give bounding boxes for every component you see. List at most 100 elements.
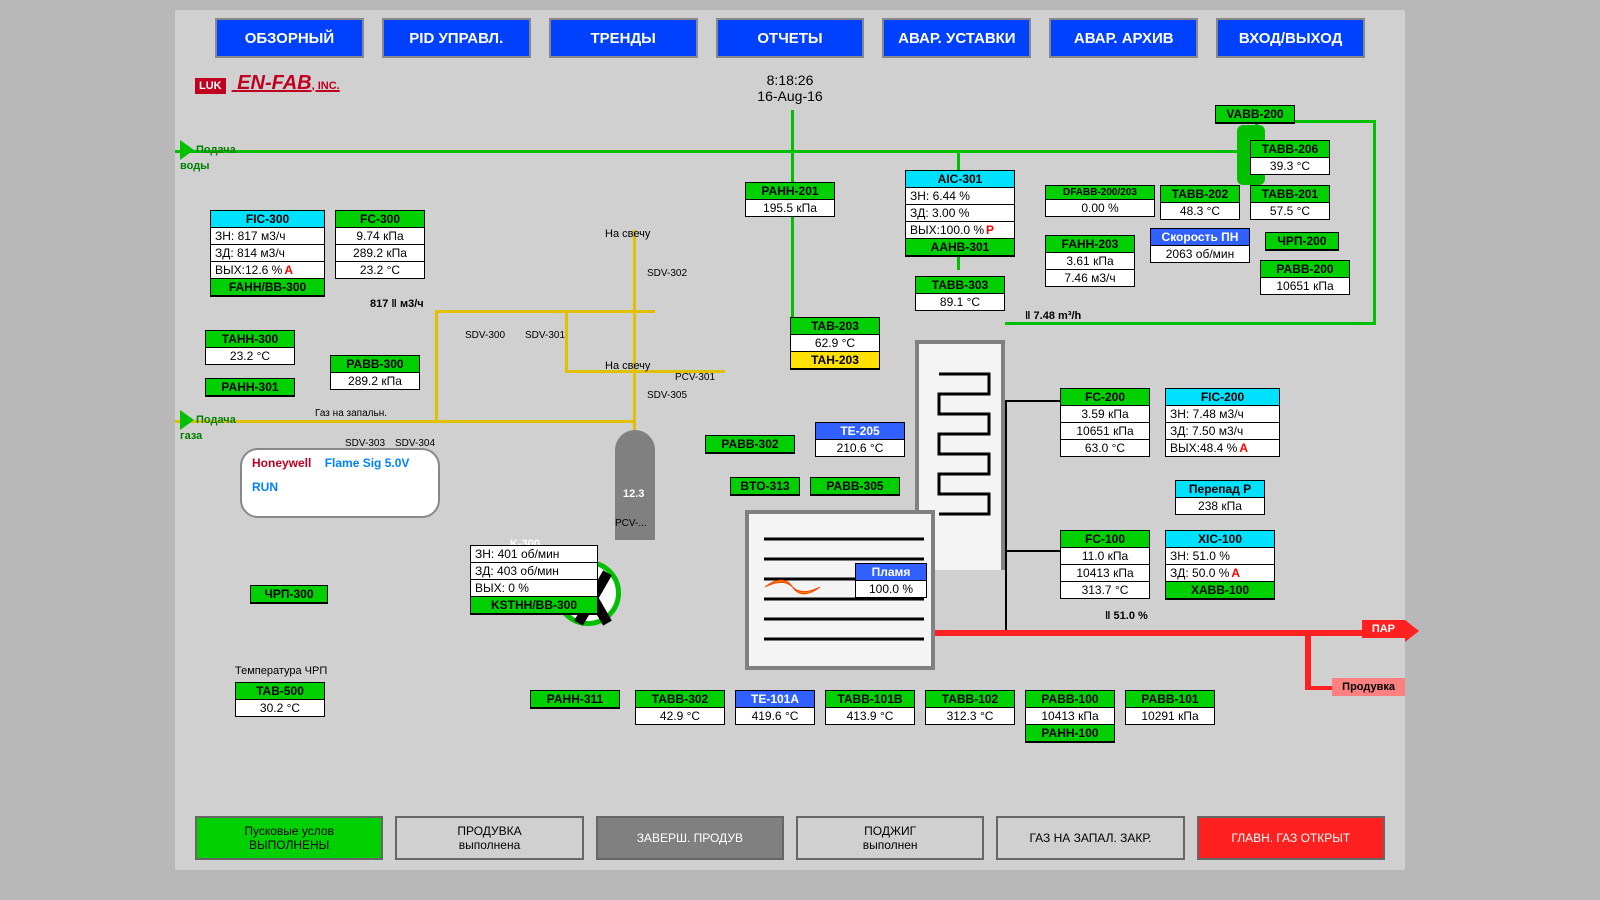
- flow-748: ‖ 7.48 m³/h: [1025, 310, 1081, 322]
- tag-tabb201[interactable]: TABB-201 57.5 °C: [1250, 185, 1330, 220]
- status-purge[interactable]: ПРОДУВКА выполнена: [395, 816, 583, 860]
- tag-header: TAB-203: [791, 318, 879, 335]
- tag-pabb305[interactable]: PABB-305: [810, 477, 900, 496]
- tag-pabb101[interactable]: PABB-101 10291 кПа: [1125, 690, 1215, 725]
- tag-header: PAHH-311: [531, 691, 619, 708]
- tag-dfabb[interactable]: DFABB-200/203 0.00 %: [1045, 185, 1155, 217]
- tag-row: 30.2 °C: [236, 700, 324, 716]
- tag-pahh311[interactable]: PAHH-311: [530, 690, 620, 709]
- tag-row: 57.5 °C: [1251, 203, 1329, 219]
- tag-te101a[interactable]: TE-101A 419.6 °C: [735, 690, 815, 725]
- tag-te205[interactable]: TE-205 210.6 °C: [815, 422, 905, 457]
- status-bar: Пусковые услов ВЫПОЛНЕНЫ ПРОДУВКА выполн…: [195, 816, 1385, 860]
- tag-pahh301[interactable]: PAHH-301: [205, 378, 295, 397]
- tag-pabb200[interactable]: PABB-200 10651 кПа: [1260, 260, 1350, 295]
- status-start-cond[interactable]: Пусковые услов ВЫПОЛНЕНЫ: [195, 816, 383, 860]
- pipe-water-top: [175, 150, 1255, 153]
- label-sdv305: SDV-305: [647, 390, 687, 401]
- label-sdv301: SDV-301: [525, 330, 565, 341]
- tag-tab500[interactable]: TAB-500 30.2 °C: [235, 682, 325, 717]
- tag-tabb102[interactable]: TABB-102 312.3 °C: [925, 690, 1015, 725]
- status-purge-done[interactable]: ЗАВЕРШ. ПРОДУВ: [596, 816, 784, 860]
- pcv-value: 12.3: [623, 488, 644, 500]
- tag-tabb303[interactable]: TABB-303 89.1 °C: [915, 276, 1005, 311]
- tag-xic100[interactable]: XIC-100 ЗН: 51.0 % ЗД: 50.0 %A XABB-100: [1165, 530, 1275, 600]
- tag-dp[interactable]: Перепад P 238 кПа: [1175, 480, 1265, 515]
- tag-row: 11.0 кПа: [1061, 548, 1149, 565]
- tag-vabb200[interactable]: VABB-200: [1215, 105, 1295, 124]
- tag-fc200[interactable]: FC-200 3.59 кПа 10651 кПа 63.0 °C: [1060, 388, 1150, 457]
- tag-pabb302[interactable]: PABB-302: [705, 435, 795, 454]
- tag-row: 63.0 °C: [1061, 440, 1149, 456]
- tag-row: 312.3 °C: [926, 708, 1014, 724]
- tag-row: ЗД: 814 м3/ч: [211, 245, 324, 262]
- tag-header: BTO-313: [731, 478, 799, 495]
- label-pcv301: PCV-301: [675, 372, 715, 383]
- tag-speed-pn[interactable]: Скорость ПН 2063 об/мин: [1150, 228, 1250, 263]
- flame-icon: [765, 572, 820, 602]
- tag-header: ЧРП-200: [1266, 233, 1338, 250]
- tag-row: 0.00 %: [1046, 200, 1154, 216]
- tag-pabb300[interactable]: PABB-300 289.2 кПа: [330, 355, 420, 390]
- tag-chrp200[interactable]: ЧРП-200: [1265, 232, 1339, 251]
- tag-row: 62.9 °C: [791, 335, 879, 352]
- tag-header: FIC-300: [211, 211, 324, 228]
- status-line1: ГЛАВН. ГАЗ ОТКРЫТ: [1231, 831, 1350, 845]
- tag-fc100[interactable]: FC-100 11.0 кПа 10413 кПа 313.7 °C: [1060, 530, 1150, 599]
- tag-header: VABB-200: [1216, 106, 1294, 123]
- tag-tahh300[interactable]: TAHH-300 23.2 °C: [205, 330, 295, 365]
- tag-pahh201[interactable]: PAHH-201 195.5 кПа: [745, 182, 835, 217]
- tag-flame[interactable]: Пламя 100.0 %: [855, 563, 927, 598]
- nav-overview[interactable]: ОБЗОРНЫЙ: [215, 18, 364, 58]
- tag-fic300[interactable]: FIC-300 ЗН: 817 м3/ч ЗД: 814 м3/ч ВЫХ:12…: [210, 210, 325, 297]
- tag-row: 10413 кПа: [1061, 565, 1149, 582]
- status-main-gas[interactable]: ГЛАВН. ГАЗ ОТКРЫТ: [1197, 816, 1385, 860]
- tag-tabb302[interactable]: TABB-302 42.9 °C: [635, 690, 725, 725]
- tag-row: 2063 об/мин: [1151, 246, 1249, 262]
- nav-login[interactable]: ВХОД/ВЫХОД: [1216, 18, 1365, 58]
- tag-row: 7.46 м3/ч: [1046, 270, 1134, 286]
- nav-trends[interactable]: ТРЕНДЫ: [549, 18, 698, 58]
- tag-aic301[interactable]: AIC-301 ЗН: 6.44 % ЗД: 3.00 % ВЫХ:100.0 …: [905, 170, 1015, 257]
- status-pilot-gas[interactable]: ГАЗ НА ЗАПАЛ. ЗАКР.: [996, 816, 1184, 860]
- tag-k300[interactable]: ЗН: 401 об/мин ЗД: 403 об/мин ВЫХ: 0 % K…: [470, 545, 598, 615]
- tag-bto313[interactable]: BTO-313: [730, 477, 800, 496]
- pipe-steam: [935, 630, 1405, 636]
- tag-tab203[interactable]: TAB-203 62.9 °C TAH-203: [790, 317, 880, 370]
- honeywell-state: RUN: [252, 480, 428, 494]
- status-ignition[interactable]: ПОДЖИГ выполнен: [796, 816, 984, 860]
- nav-pid[interactable]: PID УПРАВЛ.: [382, 18, 531, 58]
- tag-row: 238 кПа: [1176, 498, 1264, 514]
- status-line1: ЗАВЕРШ. ПРОДУВ: [637, 831, 743, 845]
- tag-tabb206[interactable]: TABB-206 39.3 °C: [1250, 140, 1330, 175]
- tag-header: TABB-303: [916, 277, 1004, 294]
- tag-pabb100[interactable]: PABB-100 10413 кПа PAHH-100: [1025, 690, 1115, 743]
- tag-header: Скорость ПН: [1151, 229, 1249, 246]
- clock-date: 16-Aug-16: [175, 88, 1405, 104]
- tag-tabb202[interactable]: TABB-202 48.3 °C: [1160, 185, 1240, 220]
- tag-row: ЗД: 7.50 м3/ч: [1166, 423, 1279, 440]
- tag-header: PABB-305: [811, 478, 899, 495]
- nav-alarm-set[interactable]: АВАР. УСТАВКИ: [882, 18, 1031, 58]
- tag-row: 48.3 °C: [1161, 203, 1239, 219]
- tag-fc300[interactable]: FC-300 9.74 кПа 289.2 кПа 23.2 °C: [335, 210, 425, 279]
- tag-header: PAHH-201: [746, 183, 834, 200]
- nav-alarm-arch[interactable]: АВАР. АРХИВ: [1049, 18, 1198, 58]
- tag-row: 3.59 кПа: [1061, 406, 1149, 423]
- tag-tabb101b[interactable]: TABB-101B 413.9 °C: [825, 690, 915, 725]
- tag-header: TAHH-300: [206, 331, 294, 348]
- status-line2: выполнен: [863, 838, 918, 852]
- tag-chrp300[interactable]: ЧРП-300: [250, 585, 328, 604]
- tag-row: ВЫХ:48.4 %A: [1166, 440, 1279, 456]
- tag-fic200[interactable]: FIC-200 ЗН: 7.48 м3/ч ЗД: 7.50 м3/ч ВЫХ:…: [1165, 388, 1280, 457]
- tag-fahh203[interactable]: FAHH-203 3.61 кПа 7.46 м3/ч: [1045, 235, 1135, 287]
- label-pcv: PCV-...: [615, 518, 647, 529]
- pipe-steam: [1305, 630, 1311, 690]
- honeywell-panel[interactable]: Honeywell Flame Sig 5.0V RUN: [240, 448, 440, 518]
- tag-row: ЗД: 403 об/мин: [471, 563, 597, 580]
- label-fan-temp: Температура ЧРП: [235, 665, 327, 677]
- nav-reports[interactable]: ОТЧЕТЫ: [716, 18, 865, 58]
- tag-header: TABB-101B: [826, 691, 914, 708]
- tag-header: FIC-200: [1166, 389, 1279, 406]
- pipe-gas: [435, 310, 438, 422]
